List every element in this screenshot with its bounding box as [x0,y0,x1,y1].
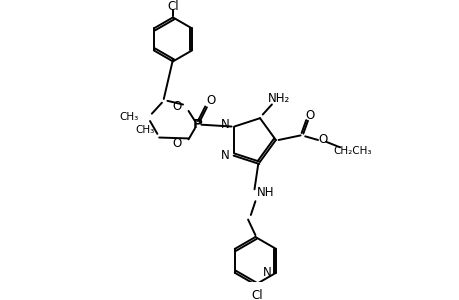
Text: P: P [192,118,202,131]
Text: NH₂: NH₂ [268,92,290,105]
Text: N: N [221,118,230,131]
Text: Cl: Cl [167,0,179,13]
Text: CH₂CH₃: CH₂CH₃ [333,146,371,156]
Text: NH: NH [257,186,274,199]
Text: O: O [173,100,182,113]
Text: O: O [207,94,216,107]
Text: O: O [317,134,326,146]
Text: CH₃: CH₃ [135,125,155,135]
Text: N: N [221,149,230,162]
Text: O: O [304,109,313,122]
Text: Cl: Cl [251,289,263,300]
Text: N: N [262,266,271,279]
Text: O: O [173,136,182,149]
Text: CH₃: CH₃ [119,112,139,122]
